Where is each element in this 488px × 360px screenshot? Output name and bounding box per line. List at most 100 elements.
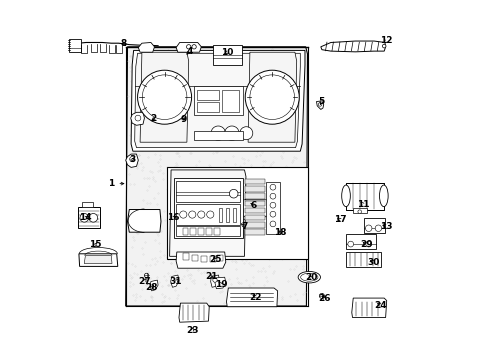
Ellipse shape (298, 271, 320, 283)
Bar (226, 208, 229, 222)
Circle shape (347, 241, 353, 247)
Circle shape (197, 211, 204, 218)
Text: 11: 11 (356, 200, 369, 209)
Text: 2: 2 (150, 114, 157, 123)
Circle shape (365, 241, 371, 247)
Polygon shape (169, 170, 245, 256)
Polygon shape (84, 256, 112, 264)
Circle shape (211, 126, 225, 140)
Circle shape (239, 127, 252, 140)
Circle shape (80, 213, 88, 222)
Circle shape (135, 115, 141, 121)
Text: 19: 19 (214, 280, 227, 289)
Bar (198, 228, 203, 235)
Text: 17: 17 (333, 215, 346, 224)
Polygon shape (176, 252, 225, 268)
Text: 10: 10 (221, 48, 233, 57)
Circle shape (144, 273, 148, 278)
Text: 8: 8 (121, 39, 127, 48)
Circle shape (142, 75, 186, 120)
Bar (176, 226, 240, 236)
Bar (201, 256, 206, 262)
Circle shape (249, 75, 294, 120)
Text: 31: 31 (169, 277, 182, 286)
Polygon shape (351, 298, 386, 318)
Bar (212, 45, 241, 65)
Text: 1: 1 (108, 179, 123, 188)
Bar (244, 179, 264, 184)
Text: 22: 22 (248, 292, 261, 302)
Bar (222, 90, 239, 112)
Ellipse shape (300, 273, 317, 281)
Polygon shape (210, 275, 219, 287)
Circle shape (269, 211, 275, 217)
Polygon shape (130, 112, 144, 125)
Bar (174, 178, 242, 238)
Bar (244, 201, 264, 206)
Bar (352, 208, 366, 213)
Polygon shape (230, 200, 274, 217)
Bar (194, 131, 242, 140)
Bar (206, 228, 211, 235)
Circle shape (192, 45, 196, 49)
Text: 26: 26 (318, 294, 330, 303)
Bar (194, 86, 242, 115)
Bar (244, 215, 264, 220)
Circle shape (206, 211, 213, 218)
Bar (176, 181, 240, 202)
Bar (190, 228, 196, 235)
Circle shape (188, 211, 196, 218)
Bar (183, 253, 188, 260)
Polygon shape (138, 42, 154, 52)
Polygon shape (247, 52, 296, 142)
Circle shape (212, 278, 217, 282)
Circle shape (269, 184, 275, 190)
Bar (244, 186, 264, 192)
Bar (78, 207, 100, 228)
Text: 30: 30 (366, 258, 379, 266)
Bar (81, 202, 93, 207)
Circle shape (319, 293, 324, 298)
Text: 14: 14 (79, 213, 92, 222)
Polygon shape (215, 277, 225, 289)
Text: 5: 5 (318, 97, 324, 106)
Bar (265, 182, 279, 234)
Text: 21: 21 (204, 272, 217, 281)
Polygon shape (316, 101, 323, 109)
Text: 9: 9 (180, 115, 186, 124)
Circle shape (365, 225, 371, 231)
Bar (232, 208, 235, 222)
Text: 20: 20 (305, 274, 317, 282)
Circle shape (229, 189, 238, 198)
Circle shape (224, 126, 239, 140)
Text: 16: 16 (166, 213, 179, 222)
Bar (192, 255, 197, 261)
Polygon shape (134, 53, 300, 148)
Polygon shape (179, 303, 209, 322)
Circle shape (129, 157, 134, 162)
Bar (69, 39, 81, 52)
Polygon shape (125, 154, 138, 167)
Polygon shape (79, 254, 118, 266)
Circle shape (374, 225, 381, 231)
Circle shape (186, 45, 190, 49)
Circle shape (179, 211, 186, 218)
Polygon shape (240, 210, 247, 220)
Text: 4: 4 (186, 47, 193, 56)
Bar (197, 102, 219, 112)
Text: 7: 7 (241, 222, 247, 231)
Text: 25: 25 (209, 256, 222, 264)
Circle shape (357, 210, 361, 213)
Bar (197, 90, 219, 100)
Bar (346, 183, 383, 210)
Bar (217, 255, 223, 261)
Circle shape (318, 103, 321, 106)
Bar (244, 222, 264, 228)
Text: 24: 24 (373, 301, 386, 310)
Circle shape (269, 202, 275, 208)
Polygon shape (226, 288, 277, 307)
Bar (176, 204, 240, 225)
Text: 12: 12 (380, 36, 392, 45)
Polygon shape (150, 280, 158, 291)
Polygon shape (176, 42, 201, 52)
